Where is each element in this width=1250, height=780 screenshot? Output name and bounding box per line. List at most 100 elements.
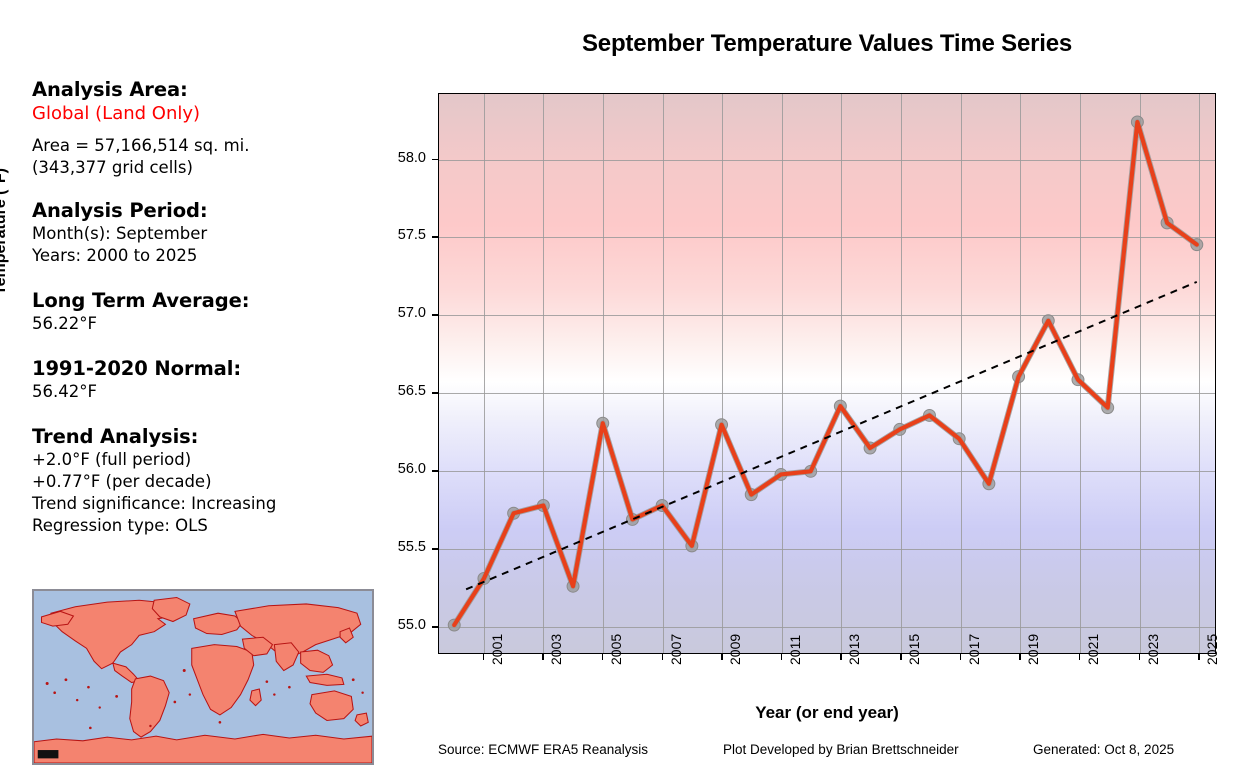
trend-analysis-heading: Trend Analysis:	[32, 425, 199, 449]
x-axis-tick-mark	[959, 654, 962, 660]
land-europe	[193, 612, 244, 635]
x-axis-tick-mark	[601, 654, 604, 660]
gridline-vertical	[1079, 94, 1081, 653]
analysis-period-years: Years: 2000 to 2025	[32, 245, 198, 265]
x-axis-tick-mark	[721, 654, 723, 660]
x-axis-tick-mark	[780, 654, 783, 660]
x-axis-label: Year (or end year)	[755, 703, 899, 722]
trend-per-decade: +0.77°F (per decade)	[32, 472, 212, 492]
x-axis-tick-label: 2007	[667, 633, 684, 665]
land-madagascar	[249, 688, 262, 707]
y-axis-tick-mark	[432, 470, 438, 472]
land-africa	[191, 644, 255, 716]
x-axis-tick-mark	[661, 654, 664, 660]
analysis-period-heading: Analysis Period:	[32, 198, 208, 222]
world-map-svg	[34, 591, 372, 763]
x-axis-tick-mark	[1198, 654, 1200, 660]
x-axis-tick-mark	[542, 654, 544, 660]
ols-trend-line	[465, 280, 1198, 591]
land-north-america	[50, 599, 186, 670]
y-axis-tick-label: 56.0	[397, 461, 426, 478]
x-axis-tick-mark	[900, 654, 902, 660]
x-axis-tick-label: 2011	[786, 634, 803, 665]
data-layer	[439, 94, 1215, 653]
x-axis-tick-label: 2001	[488, 633, 505, 665]
land-japan	[339, 627, 354, 644]
gridline-vertical	[483, 94, 485, 653]
land-new-zealand	[354, 712, 369, 727]
y-axis-tick-mark	[432, 236, 438, 238]
analysis-area-cells: (343,377 grid cells)	[32, 158, 193, 178]
y-axis-tick-label: 57.0	[397, 305, 426, 322]
gridline-vertical	[722, 94, 724, 653]
x-axis-tick-label: 2025	[1204, 633, 1221, 665]
analysis-area-block: Analysis Area: Global (Land Only) Area =…	[32, 78, 402, 179]
analysis-period-block: Analysis Period: Month(s): September Yea…	[32, 199, 402, 267]
x-axis-tick-label: 2009	[727, 633, 744, 665]
gridline-vertical	[602, 94, 604, 653]
x-axis-tick-label: 2023	[1144, 633, 1161, 665]
gridline-vertical	[781, 94, 783, 653]
map-scale-marker	[37, 750, 59, 759]
x-axis-tick-label: 2019	[1025, 633, 1042, 665]
normal-block: 1991-2020 Normal: 56.42°F	[32, 357, 402, 403]
gridline-horizontal	[439, 393, 1215, 395]
x-axis-tick-label: 2003	[548, 633, 565, 665]
analysis-period-months: Month(s): September	[32, 224, 208, 244]
info-sidebar: Analysis Area: Global (Land Only) Area =…	[32, 78, 402, 550]
gridline-horizontal	[439, 237, 1215, 239]
x-axis-tick-label: 2015	[906, 633, 922, 665]
land-alaska	[40, 610, 75, 627]
x-axis-tick-label: 2017	[965, 633, 982, 665]
gridline-vertical	[841, 94, 843, 653]
land-india	[273, 642, 300, 672]
long-term-average-value: 56.22°F	[32, 314, 97, 334]
x-axis-tick-mark	[1078, 654, 1081, 660]
y-axis-tick-mark	[432, 314, 438, 316]
gridline-vertical	[662, 94, 664, 653]
analysis-area-heading: Analysis Area:	[32, 78, 188, 101]
gridline-horizontal	[439, 549, 1215, 550]
x-axis-tick-mark	[1019, 654, 1021, 660]
x-axis-tick-mark	[482, 654, 485, 660]
map-islands	[45, 669, 364, 730]
chart-title: September Temperature Values Time Series	[581, 30, 1072, 57]
y-axis-tick-mark	[432, 392, 438, 394]
y-axis-label: Temperature (°F)	[0, 167, 9, 295]
footer-author: Plot Developed by Brian Brettschneider	[723, 742, 959, 757]
analysis-area-region: Global (Land Only)	[32, 103, 201, 125]
gridline-horizontal	[439, 159, 1215, 161]
land-australia	[309, 690, 354, 721]
y-axis-tick-mark	[432, 626, 438, 628]
trend-analysis-block: Trend Analysis: +2.0°F (full period) +0.…	[32, 425, 402, 536]
analysis-area-size: Area = 57,166,514 sq. mi.	[32, 136, 250, 156]
world-map-inset	[32, 589, 374, 765]
gridline-vertical	[543, 94, 545, 653]
land-southeast-asia	[300, 649, 334, 673]
trend-significance: Trend significance: Increasing	[32, 493, 277, 513]
y-axis-tick-label: 55.5	[397, 539, 426, 555]
long-term-average-heading: Long Term Average:	[32, 288, 250, 312]
long-term-average-block: Long Term Average: 56.22°F	[32, 289, 402, 335]
land-antarctica	[34, 733, 372, 763]
normal-value: 56.42°F	[32, 382, 97, 402]
footer-generated: Generated: Oct 8, 2025	[1033, 742, 1175, 757]
map-land-group	[34, 596, 372, 763]
y-axis-tick-label: 58.0	[397, 149, 426, 166]
y-axis-tick-label: 57.5	[397, 227, 426, 244]
series-line-halo	[451, 118, 1200, 629]
series-svg	[447, 115, 1204, 632]
gridline-vertical	[960, 94, 962, 653]
x-axis-tick-label: 2021	[1084, 633, 1101, 665]
x-axis-tick-label: 2013	[846, 633, 863, 665]
land-indonesia	[305, 673, 345, 686]
gridline-vertical	[901, 94, 902, 653]
y-axis-tick-mark	[432, 158, 438, 161]
gridline-horizontal	[439, 627, 1215, 628]
x-axis-tick-mark	[840, 654, 842, 660]
y-axis-tick-label: 56.5	[397, 383, 426, 400]
plot-background-gradient	[439, 94, 1215, 653]
trend-full-period: +2.0°F (full period)	[32, 450, 192, 470]
footer: Source: ECMWF ERA5 Reanalysis Plot Devel…	[438, 742, 1228, 762]
gridline-horizontal	[439, 315, 1215, 317]
